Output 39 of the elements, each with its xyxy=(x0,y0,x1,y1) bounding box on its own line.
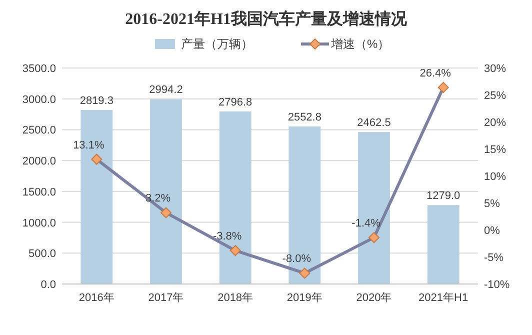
x-tick-label: 2019年 xyxy=(286,292,322,304)
y-tick-label: 2000.0 xyxy=(22,156,56,168)
y2-tick-label: 20% xyxy=(484,117,506,129)
x-tick-label: 2020年 xyxy=(356,292,392,304)
y2-tick-label: 5% xyxy=(484,198,500,210)
y2-tick-label: 10% xyxy=(484,171,506,183)
data-label: 3.2% xyxy=(145,192,171,205)
data-label: 2994.2 xyxy=(149,84,183,96)
data-label: 2796.8 xyxy=(218,96,252,108)
y-tick-label: 500.0 xyxy=(28,248,56,260)
data-label: 26.4% xyxy=(420,67,452,80)
y2-tick-label: 15% xyxy=(484,144,506,156)
data-label: 1279.0 xyxy=(426,190,460,202)
y-tick-label: 2500.0 xyxy=(22,124,56,137)
data-label: 2462.5 xyxy=(357,117,391,130)
data-label: 2819.3 xyxy=(80,95,114,108)
data-label: -1.4% xyxy=(352,218,381,230)
x-tick-label: 2017年 xyxy=(148,292,184,304)
data-label: -8.0% xyxy=(282,253,312,266)
x-tick-label: 2018年 xyxy=(218,292,254,304)
x-tick-label: 2021年H1 xyxy=(418,292,468,304)
bar xyxy=(427,205,460,284)
y2-tick-label: 0% xyxy=(484,225,500,237)
y2-tick-label: -5% xyxy=(484,252,504,264)
chart-title: 2016-2021年H1我国汽车产量及增速情况 xyxy=(125,10,408,28)
data-label: 13.1% xyxy=(73,139,104,152)
y2-tick-label: 30% xyxy=(484,63,506,75)
y2-tick-label: -10% xyxy=(484,279,510,291)
y-tick-label: 0.0 xyxy=(40,279,56,291)
legend-label: 产量（万辆） xyxy=(181,37,253,51)
y-tick-label: 3000.0 xyxy=(22,94,56,106)
legend-label: 增速（%） xyxy=(330,37,390,51)
data-label: -3.8% xyxy=(212,230,242,243)
x-tick-label: 2016年 xyxy=(78,292,114,304)
y-tick-label: 3500.0 xyxy=(22,63,56,75)
y2-tick-label: 25% xyxy=(484,90,506,102)
y-tick-label: 1000.0 xyxy=(22,217,56,230)
y-tick-label: 1500.0 xyxy=(22,186,56,198)
data-label: 2552.8 xyxy=(288,111,322,124)
